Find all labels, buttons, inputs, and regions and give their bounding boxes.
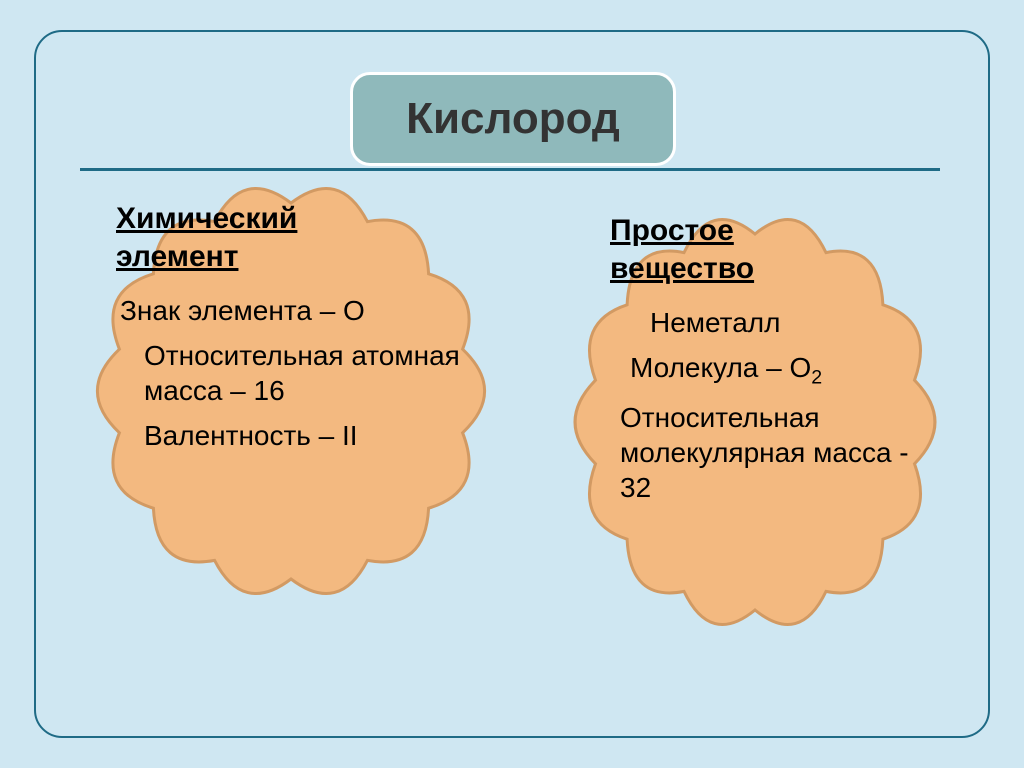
- list-item: Относительная атомная масса – 16: [116, 338, 476, 408]
- cloud-list: Знак элемента – O Относительная атомная …: [116, 293, 476, 453]
- cloud-heading: Простое вещество: [610, 212, 940, 287]
- title-tab: Кислород: [350, 72, 676, 166]
- slide-canvas: Химический элемент Знак элемента – O Отн…: [0, 0, 1024, 768]
- list-item: Валентность – II: [116, 418, 476, 453]
- heading-line: Химический: [116, 202, 297, 235]
- list-item: Молекула – O2: [610, 350, 940, 390]
- cloud-content: Химический элемент Знак элемента – O Отн…: [56, 140, 526, 503]
- heading-line: элемент: [116, 240, 238, 273]
- cloud-content: Простое вещество Неметалл Молекула – O2 …: [520, 152, 990, 555]
- cloud-chemical-element: Химический элемент Знак элемента – O Отн…: [56, 140, 526, 642]
- cloud-list: Неметалл Молекула – O2 Относительная мол…: [610, 305, 940, 505]
- title-text: Кислород: [406, 94, 620, 144]
- heading-line: вещество: [610, 252, 754, 285]
- list-item: Знак элемента – O: [116, 293, 476, 328]
- cloud-heading: Химический элемент: [116, 200, 476, 275]
- heading-line: Простое: [610, 214, 734, 247]
- list-item: Относительная молекулярная масса - 32: [610, 400, 940, 505]
- list-item: Неметалл: [610, 305, 940, 340]
- cloud-simple-substance: Простое вещество Неметалл Молекула – O2 …: [520, 152, 990, 692]
